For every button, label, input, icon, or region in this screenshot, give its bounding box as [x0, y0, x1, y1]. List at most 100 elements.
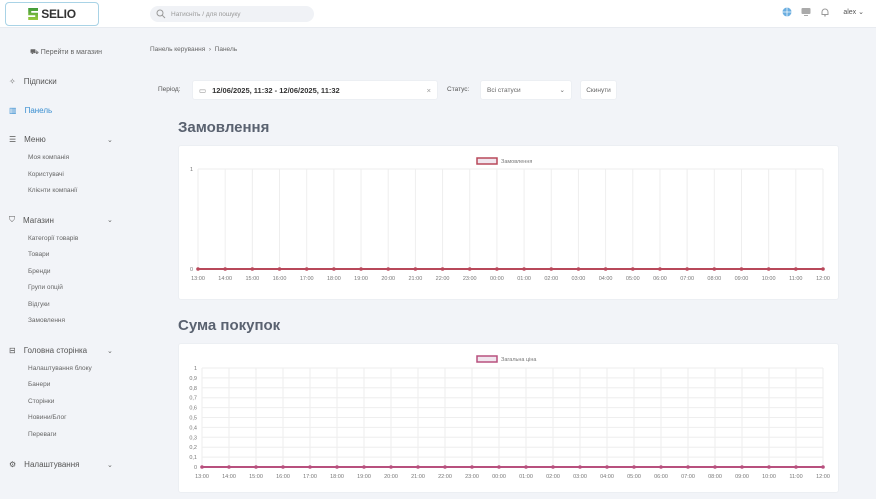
- purchases-title: Сума покупок: [178, 317, 281, 334]
- monitor-icon[interactable]: [801, 7, 811, 17]
- x-tick-label: 06:00: [653, 276, 667, 282]
- search-placeholder: Натисніть / для пошуку: [171, 10, 241, 18]
- sidebar-item[interactable]: Сторінки: [28, 398, 55, 405]
- user-menu[interactable]: alex ⌄: [843, 9, 864, 16]
- sidebar-group-menu[interactable]: ☰ Меню: [9, 135, 46, 144]
- sidebar-item[interactable]: Банери: [28, 381, 51, 388]
- x-tick-label: 23:00: [463, 276, 477, 282]
- basket-icon: ⊟: [9, 346, 16, 355]
- x-tick-label: 14:00: [222, 474, 236, 480]
- data-point: [605, 465, 609, 469]
- search-icon: [156, 9, 166, 19]
- legend-swatch: [476, 157, 498, 165]
- data-point: [740, 465, 744, 469]
- data-point: [497, 465, 501, 469]
- sidebar-item[interactable]: Переваги: [28, 431, 57, 438]
- data-point: [495, 267, 499, 271]
- x-tick-label: 23:00: [465, 474, 479, 480]
- data-point: [308, 465, 312, 469]
- data-point: [630, 267, 635, 271]
- globe-icon[interactable]: [782, 7, 792, 17]
- chevron-down-icon[interactable]: ⌄: [107, 137, 113, 144]
- sidebar-group-shop[interactable]: ⛉ Магазин: [9, 215, 54, 225]
- x-tick-label: 16:00: [276, 474, 290, 480]
- x-tick-label: 02:00: [544, 276, 558, 282]
- sidebar-item-subscriptions[interactable]: ✧ Підписки: [9, 77, 57, 86]
- status-label: Статус:: [447, 86, 470, 93]
- x-tick-label: 21:00: [411, 474, 425, 480]
- x-tick-label: 16:00: [273, 276, 287, 282]
- logo-text: SELIO: [41, 7, 76, 21]
- data-point: [223, 267, 227, 271]
- purchases-chart: Загальна ціна 0 0,1 0,2 0,3 0,4 0,5 0,6 0,7 0,8 0,…: [189, 355, 830, 480]
- chevron-down-icon[interactable]: ⌄: [107, 348, 113, 355]
- x-tick-label: 11:00: [789, 276, 802, 282]
- data-point: [578, 465, 582, 469]
- data-point: [389, 465, 393, 469]
- x-tick-label: 10:00: [762, 474, 776, 480]
- period-input[interactable]: ▭ 12/06/2025, 11:32 - 12/06/2025, 11:32 …: [192, 80, 438, 100]
- x-tick-label: 20:00: [381, 276, 395, 282]
- data-point: [821, 465, 825, 469]
- logo[interactable]: SELIO: [5, 2, 99, 26]
- y-tick-label: 0,6: [189, 406, 197, 412]
- data-point: [281, 465, 285, 469]
- sidebar-item[interactable]: Користувачі: [28, 171, 64, 178]
- x-tick-label: 00:00: [490, 276, 504, 282]
- chevron-down-icon[interactable]: ⌄: [107, 462, 113, 469]
- x-tick-label: 13:00: [191, 276, 205, 282]
- search-input[interactable]: Натисніть / для пошуку: [150, 6, 314, 22]
- x-tick-label: 09:00: [735, 276, 749, 282]
- go-to-shop-link[interactable]: ⛟ Перейти в магазин: [30, 49, 103, 56]
- data-point: [522, 267, 526, 271]
- reset-button[interactable]: Скинути: [580, 80, 617, 100]
- breadcrumb-item: Панель: [214, 46, 238, 53]
- calendar-icon: ▭: [199, 85, 207, 95]
- x-tick-label: 22:00: [438, 474, 452, 480]
- x-tick-label: 08:00: [707, 276, 721, 282]
- data-point: [335, 465, 339, 469]
- sidebar-item[interactable]: Групи опцій: [28, 284, 63, 291]
- data-point: [362, 465, 366, 469]
- y-tick-label: 0,3: [189, 435, 197, 441]
- purchases-chart-card: Загальна ціна 0 0,1 0,2 0,3 0,4 0,5 0,6 0,7 0,8 0,…: [178, 343, 839, 493]
- sidebar-group-home[interactable]: ⊟ Головна сторінка: [9, 346, 88, 355]
- data-point: [794, 465, 798, 469]
- data-point: [440, 267, 445, 271]
- sidebar-item[interactable]: Замовлення: [28, 317, 66, 324]
- data-point: [576, 267, 581, 271]
- x-tick-label: 04:00: [600, 474, 614, 480]
- gear-icon: ⚙: [9, 460, 17, 469]
- data-point: [821, 267, 825, 271]
- x-tick-label: 12:00: [816, 474, 830, 480]
- data-point: [713, 465, 717, 469]
- sidebar-item[interactable]: Відгуки: [28, 301, 50, 308]
- clear-icon[interactable]: ×: [426, 85, 431, 95]
- breadcrumb-item[interactable]: Панель керування: [150, 46, 206, 53]
- sidebar-item-dashboard[interactable]: ▥ Панель: [9, 106, 53, 115]
- sidebar-item[interactable]: Товари: [28, 251, 50, 258]
- sidebar-item[interactable]: Новини/Блог: [28, 414, 67, 421]
- status-select[interactable]: Всі статуси ⌄: [480, 80, 572, 100]
- sidebar-group-settings[interactable]: ⚙ Налаштування: [9, 460, 80, 469]
- sidebar-item[interactable]: Клієнти компанії: [28, 187, 78, 194]
- y-tick-label: 0,9: [189, 376, 197, 382]
- bell-icon[interactable]: [820, 7, 830, 17]
- data-point: [739, 267, 744, 271]
- y-tick-label: 0,7: [189, 396, 197, 402]
- sidebar-item[interactable]: Категорії товарів: [28, 235, 79, 242]
- orders-title: Замовлення: [178, 119, 270, 136]
- x-tick-label: 11:00: [789, 474, 802, 480]
- logo-icon: [28, 8, 39, 20]
- x-tick-label: 15:00: [249, 474, 263, 480]
- y-tick-label: 0,8: [189, 386, 197, 392]
- data-point: [416, 465, 420, 469]
- sidebar-item[interactable]: Моя компанія: [28, 154, 70, 161]
- sidebar-item[interactable]: Налаштування блоку: [28, 365, 92, 372]
- x-tick-label: 17:00: [303, 474, 317, 480]
- sidebar-item[interactable]: Бренди: [28, 268, 51, 275]
- chevron-down-icon[interactable]: ⌄: [107, 217, 113, 224]
- data-point: [200, 465, 204, 469]
- data-point: [359, 267, 363, 271]
- y-tick-label: 1: [190, 167, 193, 173]
